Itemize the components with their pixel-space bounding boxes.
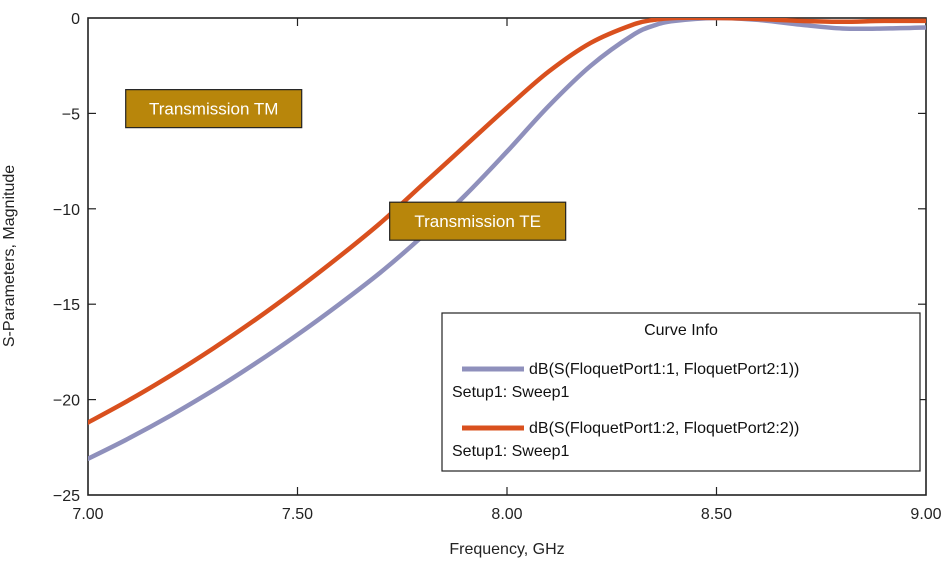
annotation-transmission-te-box bbox=[389, 201, 567, 241]
y-tick-label: −20 bbox=[53, 393, 80, 410]
x-axis-title: Frequency, GHz bbox=[449, 541, 564, 558]
x-tick-label: 7.50 bbox=[282, 506, 313, 523]
y-tick-label: −25 bbox=[53, 488, 80, 505]
annotation-transmission-tm-box bbox=[125, 89, 303, 129]
legend-entry-te: dB(S(FloquetPort1:1, FloquetPort2:1)) bbox=[529, 361, 799, 378]
x-tick-label: 8.50 bbox=[701, 506, 732, 523]
legend: Curve Info dB(S(FloquetPort1:1, FloquetP… bbox=[441, 312, 921, 472]
y-tick-label: 0 bbox=[71, 11, 80, 28]
legend-title: Curve Info bbox=[644, 322, 718, 339]
y-tick-label: −5 bbox=[62, 106, 80, 123]
legend-entry-tm: dB(S(FloquetPort1:2, FloquetPort2:2)) bbox=[529, 420, 799, 437]
series-line-tm bbox=[88, 18, 926, 425]
legend-setup-te: Setup1: Sweep1 bbox=[452, 384, 570, 401]
y-tick-label: −10 bbox=[53, 202, 80, 219]
x-tick-label: 9.00 bbox=[910, 506, 941, 523]
annotation-transmission-tm: Transmission TM bbox=[149, 100, 278, 119]
y-axis-title: S-Parameters, Magnitude bbox=[1, 165, 18, 347]
legend-setup-tm: Setup1: Sweep1 bbox=[452, 443, 570, 460]
y-tick-label: −15 bbox=[53, 297, 80, 314]
annotation-transmission-te: Transmission TE bbox=[414, 212, 541, 231]
legend-box bbox=[441, 312, 921, 472]
x-tick-label: 8.00 bbox=[491, 506, 522, 523]
x-tick-label: 7.00 bbox=[72, 506, 103, 523]
